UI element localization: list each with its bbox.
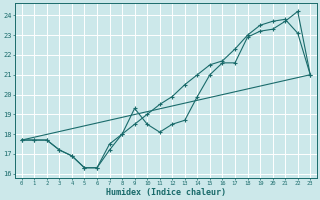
X-axis label: Humidex (Indice chaleur): Humidex (Indice chaleur) xyxy=(106,188,226,197)
